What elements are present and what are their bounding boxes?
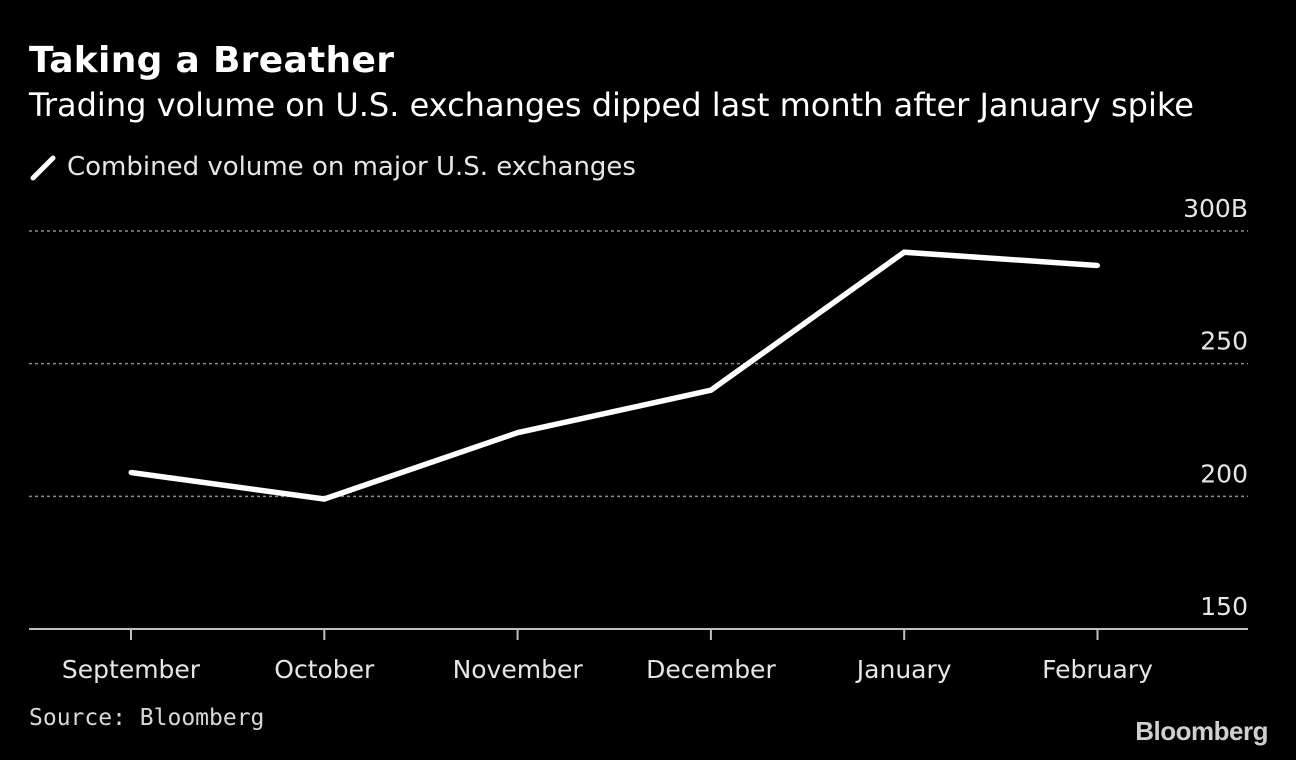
line-swatch-icon (30, 155, 56, 181)
data-point-december (708, 387, 714, 393)
x-tick-label-september: September (62, 655, 201, 684)
x-tick-label-october: October (274, 655, 375, 684)
legend: Combined volume on major U.S. exchanges (29, 150, 636, 184)
source-note: Source: Bloomberg (29, 705, 265, 731)
data-point-january (901, 249, 907, 255)
data-point-october (321, 496, 327, 502)
series-line-0 (130, 249, 1098, 502)
x-tick-label-february: February (1042, 655, 1153, 684)
data-point-november (515, 430, 521, 436)
y-tick-label-200: 200 (1200, 459, 1248, 488)
data-point-february (1095, 262, 1100, 268)
chart-subtitle: Trading volume on U.S. exchanges dipped … (29, 86, 1194, 124)
x-tick-label-november: November (453, 655, 584, 684)
legend-label: Combined volume on major U.S. exchanges (67, 152, 636, 182)
data-point-september (128, 469, 134, 475)
y-tick-label-250: 250 (1200, 327, 1248, 356)
chart-title: Taking a Breather (29, 40, 395, 81)
x-tick-label-january: January (855, 655, 952, 684)
y-tick-label-300: 300B (1183, 194, 1248, 223)
brand-logo: Bloomberg (1135, 716, 1268, 746)
x-tick-label-december: December (646, 655, 776, 684)
y-tick-label-150: 150 (1200, 592, 1248, 621)
